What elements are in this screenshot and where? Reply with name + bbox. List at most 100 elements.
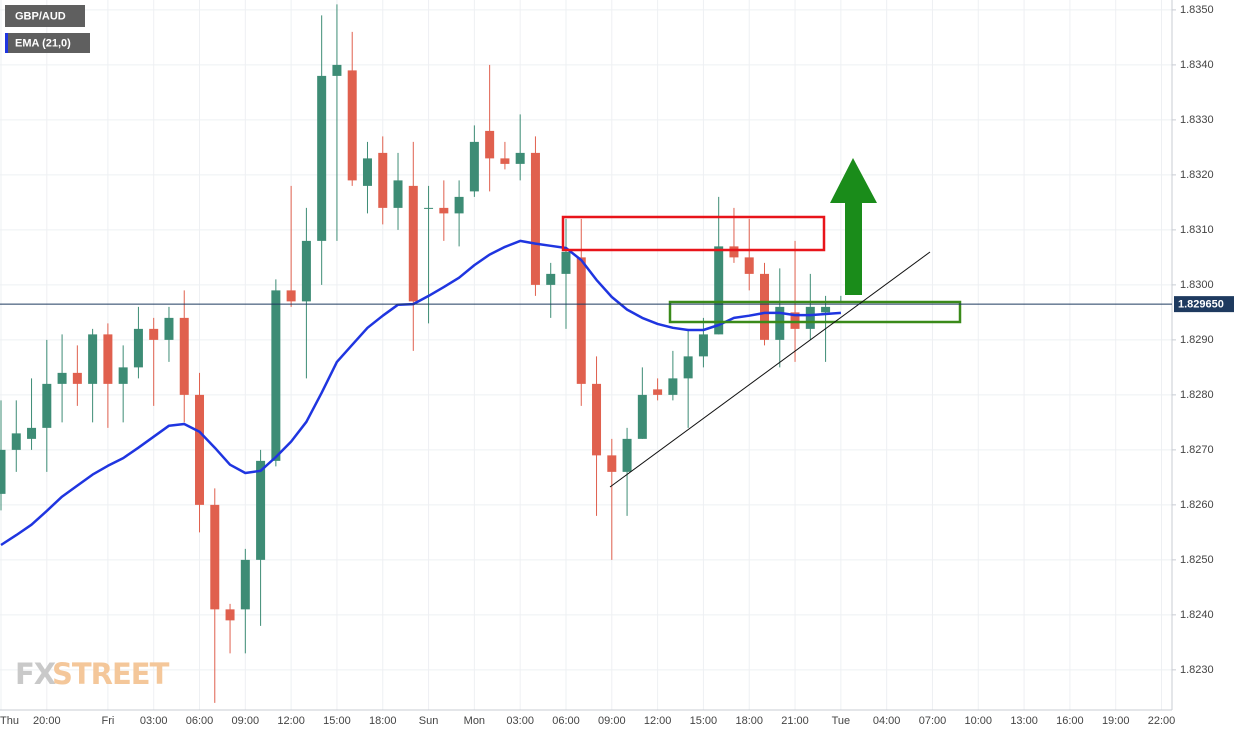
candle-body [347, 70, 357, 181]
candle-body [698, 334, 708, 357]
candle-body [0, 449, 6, 494]
candle-body [42, 383, 52, 428]
x-tick-label: Fri [101, 715, 114, 727]
candle-body [424, 207, 434, 209]
x-tick-label: 15:00 [323, 715, 351, 727]
candle-body [530, 152, 540, 285]
symbol-badge [5, 5, 85, 27]
candle-body [744, 257, 754, 274]
y-tick-label: 1.8260 [1180, 499, 1214, 511]
y-tick-label: 1.8250 [1180, 554, 1214, 566]
ema-badge [5, 33, 90, 53]
x-tick-label: 19:00 [1102, 715, 1130, 727]
candle-body [775, 306, 785, 340]
grid [0, 0, 1172, 710]
candle-body [118, 367, 128, 384]
candle-body [225, 609, 235, 621]
candle-body [561, 251, 571, 274]
y-tick-label: 1.8350 [1180, 4, 1214, 16]
last-price-label: 1.829650 [1178, 299, 1224, 311]
candle-body [805, 306, 815, 329]
y-tick-label: 1.8240 [1180, 609, 1214, 621]
candle-body [164, 317, 174, 340]
watermark-fx: FX [15, 657, 56, 691]
x-tick-label: Tue [832, 715, 851, 727]
candle-body [790, 312, 800, 329]
y-tick-label: 1.8320 [1180, 169, 1214, 181]
x-tick-label: 16:00 [1056, 715, 1084, 727]
x-tick-label: 09:00 [598, 715, 626, 727]
candle-body [210, 504, 220, 610]
y-tick-label: 1.8310 [1180, 224, 1214, 236]
x-tick-label: 18:00 [735, 715, 763, 727]
candle-body [88, 334, 98, 384]
ema-line [0, 239, 841, 547]
up-arrow [830, 158, 877, 295]
y-tick-label: 1.8290 [1180, 334, 1214, 346]
x-tick-label: 18:00 [369, 715, 397, 727]
candle-body [332, 64, 342, 76]
candle-body [27, 427, 37, 439]
candle-body [576, 257, 586, 384]
ema-swatch [5, 33, 8, 53]
candle-body [149, 328, 159, 340]
candle-body [240, 559, 250, 610]
x-tick-label: 13:00 [1010, 715, 1038, 727]
candle-body [821, 306, 831, 313]
candle-body [546, 273, 556, 285]
legend-label: EMA (21,0) [15, 37, 71, 49]
candle-body [454, 196, 464, 214]
watermark-street: STREET [52, 657, 170, 691]
candle-body [57, 372, 67, 384]
x-tick-label: Sun [419, 715, 439, 727]
candle-body [439, 207, 449, 214]
y-tick-label: 1.8300 [1180, 279, 1214, 291]
x-tick-label: Mon [464, 715, 485, 727]
candle-body [668, 378, 678, 395]
x-tick-label: 06:00 [552, 715, 580, 727]
candle-body [103, 334, 113, 384]
candle-body [515, 152, 525, 164]
x-tick-label: 12:00 [277, 715, 305, 727]
candle-body [485, 130, 495, 159]
candle-body [317, 75, 327, 241]
candle-body [271, 290, 281, 461]
last-price-badge [1174, 296, 1234, 313]
plot [0, 4, 846, 703]
y-tick-label: 1.8230 [1180, 664, 1214, 676]
support-box [668, 300, 962, 324]
candle-body [179, 317, 189, 395]
x-tick-label: 22:00 [1148, 715, 1176, 727]
x-tick-label: 20:00 [33, 715, 61, 727]
y-tick-label: 1.8270 [1180, 444, 1214, 456]
x-tick-label: 12:00 [644, 715, 672, 727]
candle-body [72, 372, 82, 384]
candle-body [729, 246, 739, 258]
candle-body [286, 290, 296, 302]
candle-body [607, 455, 617, 472]
x-tick-label: 21:00 [781, 715, 809, 727]
x-tick-label: 04:00 [873, 715, 901, 727]
candle-body [714, 246, 724, 335]
x-tick-label: 03:00 [506, 715, 534, 727]
candle-body [11, 433, 21, 450]
x-tick-label: 03:00 [140, 715, 168, 727]
candle-body [469, 141, 479, 192]
candle-body [256, 460, 266, 560]
candle-body [760, 273, 769, 340]
x-tick-label: 06:00 [186, 715, 214, 727]
candle-body [195, 394, 205, 505]
candle-body [592, 383, 602, 456]
x-tick-label: 15:00 [690, 715, 718, 727]
candle-body [408, 185, 418, 302]
y-tick-label: 1.8340 [1180, 59, 1214, 71]
candle-body [683, 356, 693, 379]
symbol: GBP/AUD [15, 10, 66, 22]
candle-body [362, 158, 372, 186]
candle-body [133, 328, 143, 368]
x-tick-label: 09:00 [232, 715, 260, 727]
candle-body [393, 180, 403, 208]
x-tick-label: 07:00 [919, 715, 947, 727]
